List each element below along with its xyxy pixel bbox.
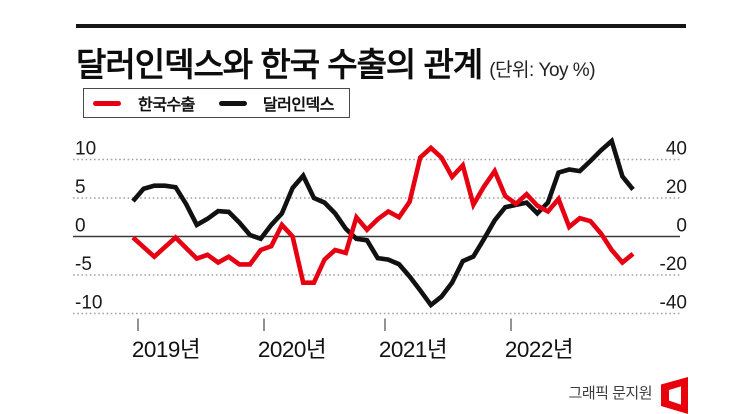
dollar-index-series-swatch [218,100,247,106]
logo-shape [661,377,688,414]
right-axis-label: 20 [666,177,687,198]
left-axis-label: -5 [75,254,92,275]
unit-note: (단위: Yoy %) [489,60,596,81]
title-rule [76,24,686,28]
title-row: 달러인덱스와 한국 수출의 관계 (단위: Yoy %) [76,38,716,86]
left-axis-label: 10 [75,139,96,160]
x-axis-year-label: 2020년 [258,337,326,362]
dollar-index-series-label: 달러인덱스 [262,97,335,114]
page-title: 달러인덱스와 한국 수출의 관계 [76,46,483,83]
left-axis-label: -10 [75,293,102,314]
left-axis-label: 0 [75,216,86,237]
x-axis-year-label: 2021년 [379,337,447,362]
left-axis-label: 5 [75,177,86,198]
legend: 한국수출 달러인덱스 [83,88,350,118]
x-axis-year-label: 2019년 [132,337,200,362]
right-axis-label: -40 [660,293,687,314]
graphic-credit: 그래픽 문지원 [568,385,653,402]
right-axis-label: 40 [666,139,687,160]
asia-economy-logo [661,377,688,414]
x-axis-year-label: 2022년 [505,337,573,362]
right-axis-label: -20 [660,254,687,275]
series-line-left [131,136,635,309]
right-axis-label: 0 [676,216,687,237]
series-line-right [131,144,635,286]
export-series-swatch [93,100,121,106]
export-series-label: 한국수출 [138,97,195,114]
